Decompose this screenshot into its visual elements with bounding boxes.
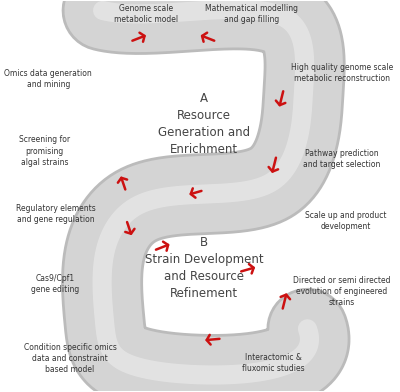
Text: B
Strain Development
and Resource
Refinement: B Strain Development and Resource Refine… [145,236,264,300]
Text: Pathway prediction
and target selection: Pathway prediction and target selection [303,149,380,169]
Text: Omics data generation
and mining: Omics data generation and mining [4,69,92,89]
Text: A
Resource
Generation and
Enrichment: A Resource Generation and Enrichment [158,92,250,156]
Text: Scale up and product
development: Scale up and product development [305,211,386,231]
Text: Directed or semi directed
evolution of engineered
strains: Directed or semi directed evolution of e… [293,276,391,307]
Text: Cas9/Cpf1
gene editing: Cas9/Cpf1 gene editing [31,274,80,294]
Text: High quality genome scale
metabolic reconstruction: High quality genome scale metabolic reco… [291,63,393,83]
Text: Interactomic &
fluxomic studies: Interactomic & fluxomic studies [242,353,304,373]
Text: Condition specific omics
data and constraint
based model: Condition specific omics data and constr… [24,343,116,374]
Text: Regulatory elements
and gene regulation: Regulatory elements and gene regulation [16,203,95,223]
Text: Genome scale
metabolic model: Genome scale metabolic model [114,4,178,24]
Text: Mathematical modelling
and gap filling: Mathematical modelling and gap filling [205,4,298,24]
Text: Screening for
promising
algal strains: Screening for promising algal strains [19,136,70,167]
